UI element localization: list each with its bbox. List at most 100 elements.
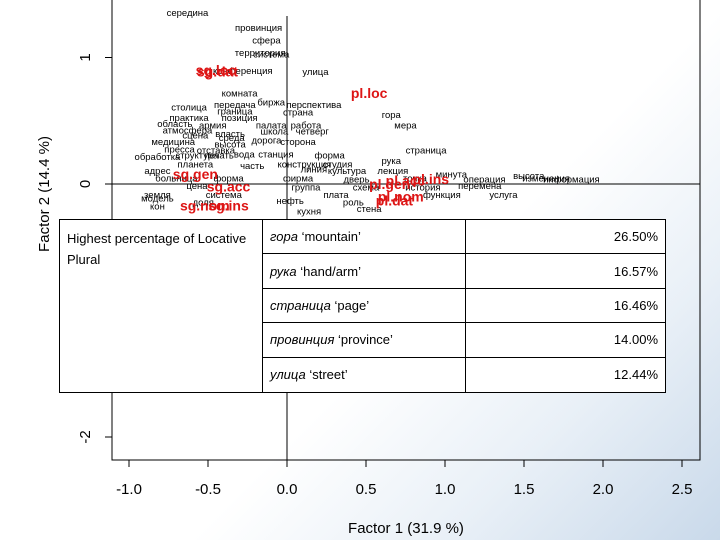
x-tick-label: -0.5 xyxy=(195,481,221,498)
word-label: сфера xyxy=(252,36,281,47)
word-label: станция xyxy=(258,149,293,160)
word-label: информация xyxy=(543,175,600,186)
word-label: нефть xyxy=(276,196,303,207)
x-tick-label: 0.5 xyxy=(356,481,377,498)
english-gloss: ‘street’ xyxy=(305,367,348,383)
y-tick-label: 1 xyxy=(77,53,94,61)
table-word-cell: страница ‘page’ xyxy=(262,288,465,324)
word-label: перспектива xyxy=(286,100,342,111)
word-label: студия xyxy=(323,160,353,171)
word-label: функция xyxy=(423,190,461,201)
category-label: pl.ins xyxy=(412,171,449,187)
word-label: система xyxy=(253,50,290,61)
category-label: sg.acc xyxy=(207,179,251,195)
y-tick-label: 0 xyxy=(77,180,94,188)
word-label: линия xyxy=(301,165,328,176)
word-label: форма xyxy=(315,151,346,162)
word-label: провинция xyxy=(235,23,282,34)
word-label: кон xyxy=(150,201,165,212)
category-label: sg.ins xyxy=(208,198,249,214)
word-label: система xyxy=(206,190,243,201)
y-tick-label: -2 xyxy=(77,430,94,443)
russian-word: улица xyxy=(270,367,306,383)
word-label: фирма xyxy=(283,173,314,184)
english-gloss: ‘hand/arm’ xyxy=(296,263,361,279)
locative-plural-table: Highest percentage of Locative Plural го… xyxy=(59,219,666,393)
word-label: плата xyxy=(323,190,349,201)
x-tick-label: 1.5 xyxy=(514,481,535,498)
word-label: схема xyxy=(353,182,380,193)
word-label: больница xyxy=(155,173,198,184)
table-word-cell: рука ‘hand/arm’ xyxy=(262,254,465,289)
word-label: конференция xyxy=(213,66,273,77)
word-label: цена xyxy=(186,181,208,192)
word-label: среда xyxy=(219,133,246,144)
word-label: земля xyxy=(144,190,171,201)
english-gloss: ‘province’ xyxy=(334,332,393,348)
word-label: сцена xyxy=(182,130,209,141)
word-label: биржа xyxy=(257,98,285,109)
word-label: планета xyxy=(178,160,214,171)
category-label: pl.nom xyxy=(378,189,424,205)
word-label: стена xyxy=(357,204,383,215)
table-percent-cell: 26.50% xyxy=(465,220,665,255)
x-tick-label: 2.0 xyxy=(593,481,614,498)
category-label: sg.nom xyxy=(180,198,230,214)
word-label: страница xyxy=(406,146,448,157)
category-label: pl.acc xyxy=(386,172,426,188)
word-label: конструкция xyxy=(277,160,331,171)
category-label: pl.gen xyxy=(369,176,410,192)
word-label: операция xyxy=(463,175,505,186)
x-tick-label: 1.0 xyxy=(435,481,456,498)
word-label: форма xyxy=(213,173,244,184)
word-label: отставка xyxy=(197,146,236,157)
category-label: sg.dat xyxy=(197,63,239,79)
russian-word: провинция xyxy=(270,332,335,348)
category-label: sg.gen xyxy=(173,166,218,182)
word-label: рука xyxy=(381,156,401,167)
word-label: пресса xyxy=(164,144,195,155)
word-label: лекция xyxy=(377,166,408,177)
word-label: сторона xyxy=(280,137,316,148)
word-label: медицина xyxy=(151,137,195,148)
english-gloss: ‘page’ xyxy=(330,297,370,313)
word-label: дверь xyxy=(344,175,370,186)
table-word-cell: гора ‘mountain’ xyxy=(262,220,465,255)
word-label: высота xyxy=(214,139,246,150)
word-label: четверг xyxy=(296,127,330,138)
table-word-cell: провинция ‘province’ xyxy=(262,323,465,358)
word-label: доля xyxy=(193,198,214,209)
word-label: группа xyxy=(291,182,321,193)
word-label: мера xyxy=(394,120,417,131)
word-label: передача xyxy=(214,100,256,111)
x-tick-label: 2.5 xyxy=(672,481,693,498)
word-label: вода xyxy=(234,149,256,160)
category-label: pl.loc xyxy=(351,85,388,101)
word-label: атмосфера xyxy=(163,125,213,136)
word-label: работа xyxy=(291,120,322,131)
word-label: высота xyxy=(513,171,545,182)
word-label: улица xyxy=(302,67,329,78)
word-label: армия xyxy=(199,120,227,131)
table-percent-cell: 14.00% xyxy=(465,323,665,358)
word-label: дорога xyxy=(251,136,282,147)
table-percent-cell: 16.57% xyxy=(465,254,665,289)
word-label: структура xyxy=(175,151,219,162)
category-label: pl.dat xyxy=(376,193,414,209)
word-label: услуга xyxy=(489,190,518,201)
word-label: комната xyxy=(222,89,259,100)
word-label: палата xyxy=(256,120,287,131)
word-label: адрес xyxy=(144,166,170,177)
russian-word: страница xyxy=(270,297,331,313)
word-label: кухня xyxy=(297,206,321,217)
table-percent-cell: 16.46% xyxy=(465,288,665,324)
word-label: перемена xyxy=(458,181,502,192)
word-label: гора xyxy=(382,110,402,121)
word-label: область xyxy=(157,119,192,130)
word-label: модель xyxy=(141,194,174,205)
word-label: практика xyxy=(169,113,209,124)
table-header: Highest percentage of Locative Plural xyxy=(67,231,247,267)
word-label: территория xyxy=(235,48,286,59)
